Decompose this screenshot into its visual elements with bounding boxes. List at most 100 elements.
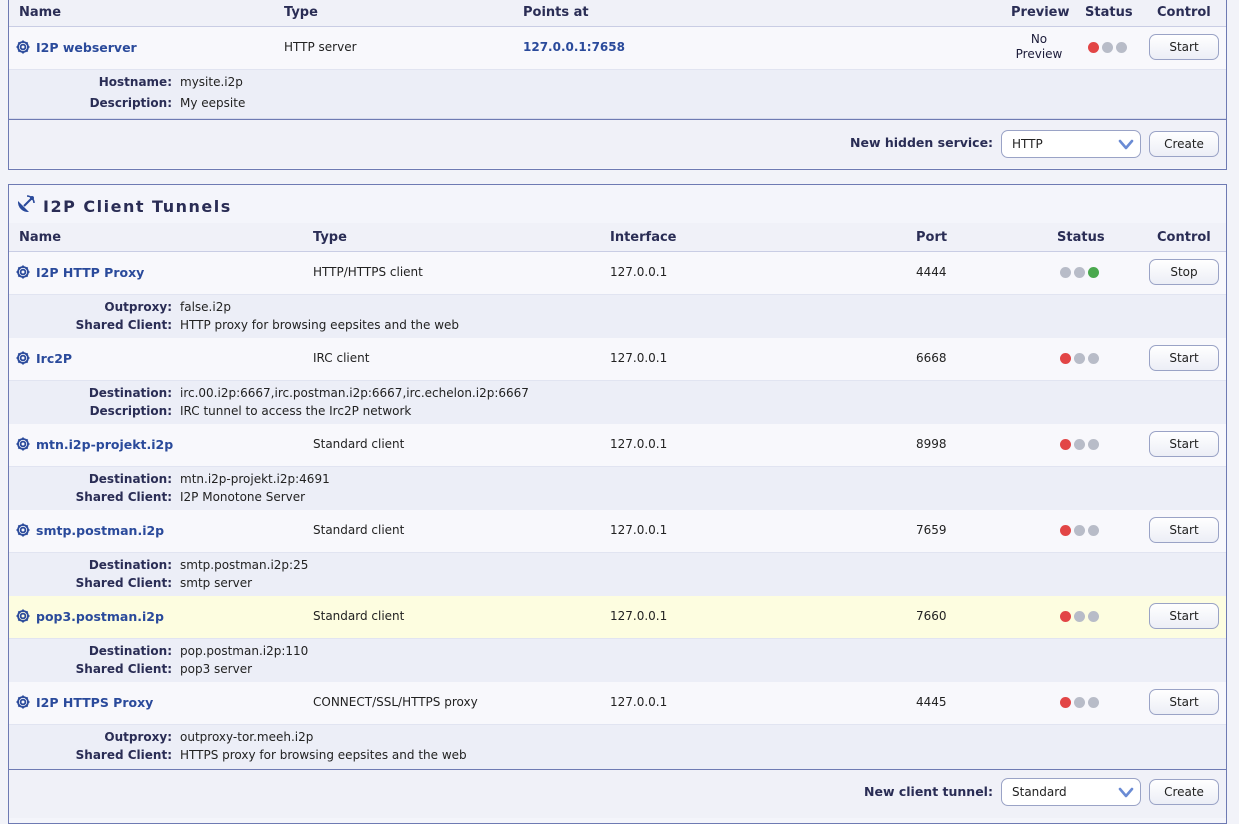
new-hidden-service-label: New hidden service: bbox=[850, 135, 994, 150]
section-title: I2P Client Tunnels bbox=[15, 193, 232, 219]
tunnel-name-link[interactable]: I2P webserver bbox=[36, 39, 137, 55]
stop-button[interactable]: Stop bbox=[1149, 259, 1219, 285]
create-client-button[interactable]: Create bbox=[1149, 779, 1219, 805]
detail-value: smtp server bbox=[180, 576, 253, 590]
tunnel-interface: 127.0.0.1 bbox=[610, 265, 668, 279]
hidden-service-type-select[interactable]: HTTP bbox=[1001, 130, 1141, 158]
status-indicator bbox=[1088, 42, 1127, 53]
status-indicator bbox=[1060, 697, 1099, 708]
col-header-type: Type bbox=[284, 5, 318, 20]
start-button[interactable]: Start bbox=[1149, 603, 1219, 629]
gear-icon[interactable] bbox=[15, 350, 31, 366]
status-indicator bbox=[1060, 353, 1099, 364]
col-header-name: Name bbox=[19, 230, 62, 245]
points-at-link[interactable]: 127.0.0.1:7658 bbox=[523, 40, 625, 54]
status-stopped-dot bbox=[1060, 611, 1071, 622]
detail-line: Outproxy: false.i2p bbox=[9, 298, 231, 316]
create-server-button[interactable]: Create bbox=[1149, 131, 1219, 157]
status-indicator bbox=[1060, 611, 1099, 622]
status-stopped-dot bbox=[1060, 525, 1071, 536]
start-button[interactable]: Start bbox=[1149, 689, 1219, 715]
start-button[interactable]: Start bbox=[1149, 345, 1219, 371]
detail-line: Shared Client: I2P Monotone Server bbox=[9, 488, 305, 506]
status-running-dot bbox=[1088, 267, 1099, 278]
status-starting-dot bbox=[1074, 267, 1085, 278]
tunnel-port: 6668 bbox=[916, 351, 947, 365]
col-header-port: Port bbox=[916, 230, 948, 245]
tunnel-type: CONNECT/SSL/HTTPS proxy bbox=[313, 695, 478, 709]
detail-line: Description: IRC tunnel to access the Irc… bbox=[9, 402, 412, 420]
detail-label: Shared Client: bbox=[75, 318, 172, 332]
tunnel-interface: 127.0.0.1 bbox=[610, 351, 668, 365]
new-client-tunnel-bar: New client tunnel: Standard Create bbox=[9, 769, 1226, 818]
status-indicator bbox=[1060, 525, 1099, 536]
client-tunnel-row: Irc2P IRC client 127.0.0.1 6668 Start bbox=[9, 338, 1226, 381]
gear-icon[interactable] bbox=[15, 694, 31, 710]
col-header-preview: Preview bbox=[1011, 5, 1070, 20]
detail-line: Shared Client: pop3 server bbox=[9, 660, 252, 678]
detail-label: Destination: bbox=[88, 644, 172, 658]
client-tunnel-details: Outproxy: outproxy-tor.meeh.i2p Shared Cl… bbox=[9, 725, 1226, 770]
detail-value: mtn.i2p-projekt.i2p:4691 bbox=[180, 472, 330, 486]
col-header-status: Status bbox=[1057, 230, 1105, 245]
detail-label: Destination: bbox=[88, 386, 172, 400]
gear-icon[interactable] bbox=[15, 436, 31, 452]
client-table-header: Name Type Interface Port Status Control bbox=[9, 223, 1226, 252]
tunnel-type: Standard client bbox=[313, 523, 405, 537]
select-value: Standard bbox=[1012, 785, 1067, 799]
tunnel-name-link[interactable]: Irc2P bbox=[36, 350, 73, 366]
select-value: HTTP bbox=[1012, 137, 1043, 151]
detail-value: mysite.i2p bbox=[180, 75, 243, 89]
start-button[interactable]: Start bbox=[1149, 431, 1219, 457]
preview-text-line2: Preview bbox=[1015, 47, 1063, 61]
client-tunnel-row: I2P HTTPS Proxy CONNECT/SSL/HTTPS proxy … bbox=[9, 682, 1226, 725]
tunnel-name-cell: mtn.i2p-projekt.i2p bbox=[15, 436, 173, 452]
client-tunnel-details: Destination: irc.00.i2p:6667,irc.postman.… bbox=[9, 381, 1226, 426]
server-tunnel-row: I2P webserver HTTP server 127.0.0.1:7658… bbox=[9, 27, 1226, 70]
client-tunnel-row: I2P HTTP Proxy HTTP/HTTPS client 127.0.0… bbox=[9, 252, 1226, 295]
new-hidden-service-bar: New hidden service: HTTP Create bbox=[9, 119, 1226, 168]
tunnel-port: 8998 bbox=[916, 437, 947, 451]
status-running-dot bbox=[1088, 353, 1099, 364]
detail-value: false.i2p bbox=[180, 300, 231, 314]
status-starting-dot bbox=[1074, 525, 1085, 536]
detail-value: IRC tunnel to access the Irc2P network bbox=[180, 404, 412, 418]
client-tunnel-type-select[interactable]: Standard bbox=[1001, 778, 1141, 806]
tunnel-port: 4445 bbox=[916, 695, 947, 709]
col-header-points-at: Points at bbox=[523, 5, 589, 20]
tunnel-port: 4444 bbox=[916, 265, 947, 279]
gear-icon[interactable] bbox=[15, 264, 31, 280]
detail-label: Description: bbox=[89, 404, 172, 418]
tunnel-name-cell: I2P HTTP Proxy bbox=[15, 264, 144, 280]
gear-icon[interactable] bbox=[15, 522, 31, 538]
tunnel-name-link[interactable]: pop3.postman.i2p bbox=[36, 608, 164, 624]
status-starting-dot bbox=[1074, 439, 1085, 450]
tunnel-type: Standard client bbox=[313, 609, 405, 623]
tunnel-name-link[interactable]: smtp.postman.i2p bbox=[36, 522, 165, 538]
tunnel-name-cell: I2P webserver bbox=[15, 39, 137, 55]
gear-icon[interactable] bbox=[15, 608, 31, 624]
tunnel-name-cell: pop3.postman.i2p bbox=[15, 608, 164, 624]
tunnel-interface: 127.0.0.1 bbox=[610, 523, 668, 537]
client-tunnel-details: Destination: pop.postman.i2p:110 Shared C… bbox=[9, 639, 1226, 684]
tunnel-name-cell: I2P HTTPS Proxy bbox=[15, 694, 153, 710]
detail-value: HTTPS proxy for browsing eepsites and th… bbox=[180, 748, 467, 762]
status-starting-dot bbox=[1074, 353, 1085, 364]
tunnel-name-link[interactable]: I2P HTTPS Proxy bbox=[36, 694, 154, 710]
detail-line: Outproxy: outproxy-tor.meeh.i2p bbox=[9, 728, 313, 746]
satellite-dish-icon bbox=[15, 193, 37, 219]
detail-description: Description: My eepsite bbox=[9, 94, 246, 112]
detail-label: Shared Client: bbox=[75, 748, 172, 762]
start-button[interactable]: Start bbox=[1149, 517, 1219, 543]
gear-icon[interactable] bbox=[15, 39, 31, 55]
client-tunnel-row: pop3.postman.i2p Standard client 127.0.0… bbox=[9, 596, 1226, 639]
status-running-dot bbox=[1088, 439, 1099, 450]
start-button[interactable]: Start bbox=[1149, 34, 1219, 60]
detail-line: Shared Client: smtp server bbox=[9, 574, 252, 592]
tunnel-name-link[interactable]: mtn.i2p-projekt.i2p bbox=[36, 436, 174, 452]
detail-line: Destination: mtn.i2p-projekt.i2p:4691 bbox=[9, 470, 330, 488]
detail-line: Destination: pop.postman.i2p:110 bbox=[9, 642, 308, 660]
tunnel-name-link[interactable]: I2P HTTP Proxy bbox=[36, 264, 145, 280]
col-header-name: Name bbox=[19, 5, 62, 20]
col-header-control: Control bbox=[1157, 230, 1211, 245]
